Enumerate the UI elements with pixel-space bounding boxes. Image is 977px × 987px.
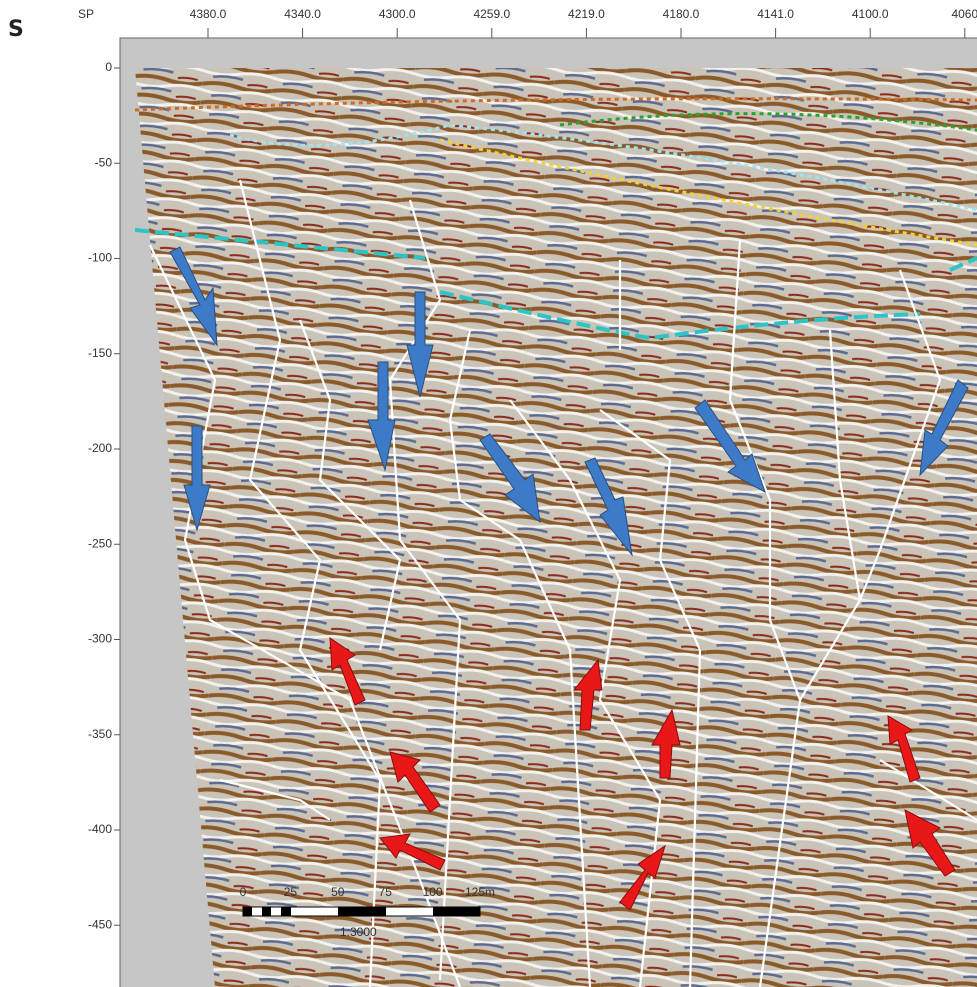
normal-motion-arrows bbox=[169, 246, 969, 557]
left-tick-label: -250 bbox=[88, 536, 112, 550]
faults bbox=[149, 179, 977, 987]
scale-tick-label: 100 bbox=[423, 885, 443, 899]
left-tick-label: -150 bbox=[88, 346, 112, 360]
left-tick-label: -300 bbox=[88, 632, 112, 646]
scale-tick-label: 50 bbox=[331, 885, 345, 899]
left-tick-label: 0 bbox=[105, 60, 112, 74]
scale-tick-label: 0 bbox=[240, 885, 247, 899]
left-tick-label: -200 bbox=[88, 441, 112, 455]
scale-tick-label: 75 bbox=[379, 885, 393, 899]
top-tick-label: 4219.0 bbox=[568, 7, 605, 21]
horizons bbox=[134, 97, 977, 341]
left-tick-label: -50 bbox=[95, 155, 113, 169]
panel-label: S bbox=[8, 17, 24, 42]
top-tick-label: 4141.0 bbox=[757, 7, 794, 21]
reverse-motion-arrows bbox=[329, 637, 956, 911]
scale-bar: 1:3000 0 25 50 75 100 125m bbox=[240, 885, 495, 939]
left-tick-label: -350 bbox=[88, 727, 112, 741]
top-axis-label: SP bbox=[78, 7, 94, 21]
top-tick-label: 4180.0 bbox=[663, 7, 700, 21]
left-tick-label: -400 bbox=[88, 822, 112, 836]
seismic-section bbox=[135, 68, 977, 987]
top-tick-label: 4340.0 bbox=[284, 7, 321, 21]
top-tick-label: 4100.0 bbox=[852, 7, 889, 21]
left-tick-label: -100 bbox=[88, 251, 112, 265]
top-tick-label: 4259.0 bbox=[473, 7, 510, 21]
left-tick-label: -450 bbox=[88, 917, 112, 931]
scale-tick-label: 25 bbox=[284, 885, 298, 899]
scale-tick-label: 125m bbox=[465, 885, 495, 899]
top-tick-label: 4300.0 bbox=[379, 7, 416, 21]
top-tick-label: 4060 bbox=[951, 7, 977, 21]
scale-ratio: 1:3000 bbox=[340, 925, 377, 939]
top-tick-label: 4380.0 bbox=[190, 7, 227, 21]
